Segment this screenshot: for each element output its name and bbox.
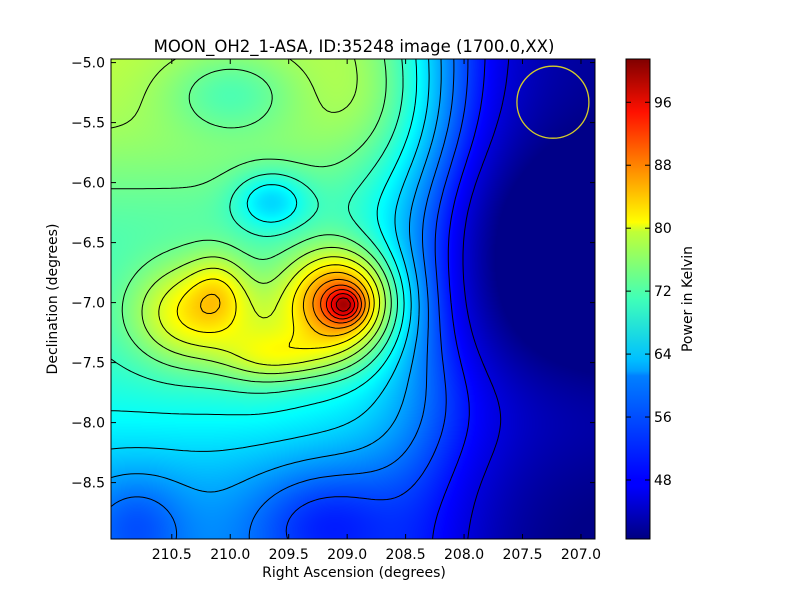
contour-line: [312, 278, 366, 329]
x-axis-label: Right Ascension (degrees): [262, 565, 446, 581]
colorbar-tick-label: 48: [654, 473, 672, 489]
x-tick-label: 208.0: [444, 547, 484, 563]
y-axis: −5.0 −5.5 −6.0 −6.5 −7.0 −7.5 −8.0 −8.5: [71, 56, 595, 492]
contour-line: [320, 284, 362, 324]
y-tick-label: −7.0: [71, 296, 105, 312]
y-tick-label: −6.0: [71, 176, 105, 192]
x-tick-label: 209.0: [327, 547, 367, 563]
colorbar-tick-label: 56: [654, 410, 672, 426]
contour-line: [111, 59, 442, 493]
contour-line: [462, 59, 510, 539]
x-tick-label: 209.5: [269, 547, 309, 563]
x-tick-label: 207.0: [561, 547, 601, 563]
x-tick-label: 210.5: [152, 547, 192, 563]
contour-line: [285, 59, 469, 539]
colorbar-tick-label: 88: [654, 158, 672, 174]
y-tick-label: −6.5: [71, 236, 105, 252]
colorbar-gradient: [625, 58, 651, 540]
x-axis: 210.5 210.0 209.5 209.0 208.5 208.0 207.5 207.0: [152, 59, 601, 563]
contour-line: [111, 59, 455, 539]
beam-circle: [516, 65, 590, 139]
y-tick-label: −8.0: [71, 416, 105, 432]
y-tick-label: −5.0: [71, 56, 105, 72]
contour-line: [176, 264, 375, 350]
contour-line: [325, 289, 359, 320]
contour-lines: [111, 59, 510, 539]
contour-line: [335, 297, 351, 312]
contour-line: [200, 271, 370, 337]
x-tick-label: 208.5: [386, 547, 426, 563]
contour-line: [111, 59, 392, 383]
y-tick-label: −7.5: [71, 356, 105, 372]
colorbar-tick-label: 80: [654, 221, 672, 237]
contour-line: [111, 59, 430, 452]
colorbar-label: Power in Kelvin: [680, 246, 696, 352]
contour-line: [158, 256, 381, 366]
colorbar-ticks: 48 56 64 72 80 88 96: [626, 95, 672, 489]
contour-line: [432, 59, 486, 539]
y-tick-label: −8.5: [71, 476, 105, 492]
colorbar-tick-label: 64: [654, 347, 672, 363]
contour-line: [111, 59, 386, 375]
y-axis-label: Declination (degrees): [45, 224, 61, 375]
colorbar-tick-label: 96: [654, 95, 672, 111]
contour-line: [111, 59, 404, 394]
x-tick-label: 207.5: [502, 547, 542, 563]
contour-line: [111, 59, 418, 416]
chart-title: MOON_OH2_1-ASA, ID:35248 image (1700.0,X…: [154, 37, 555, 57]
plot-area: [110, 58, 596, 540]
y-tick-label: −5.5: [71, 116, 105, 132]
contour-line: [330, 293, 355, 316]
plot-frame: [110, 58, 596, 540]
x-tick-label: 210.0: [210, 547, 250, 563]
colorbar-tick-label: 72: [654, 284, 672, 300]
colorbar: 48 56 64 72 80 88 96 Power in Kelvin: [625, 58, 696, 540]
